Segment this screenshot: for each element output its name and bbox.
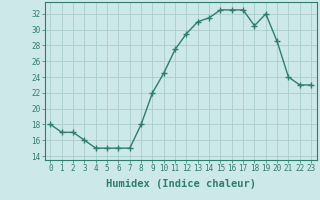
X-axis label: Humidex (Indice chaleur): Humidex (Indice chaleur) [106, 179, 256, 189]
